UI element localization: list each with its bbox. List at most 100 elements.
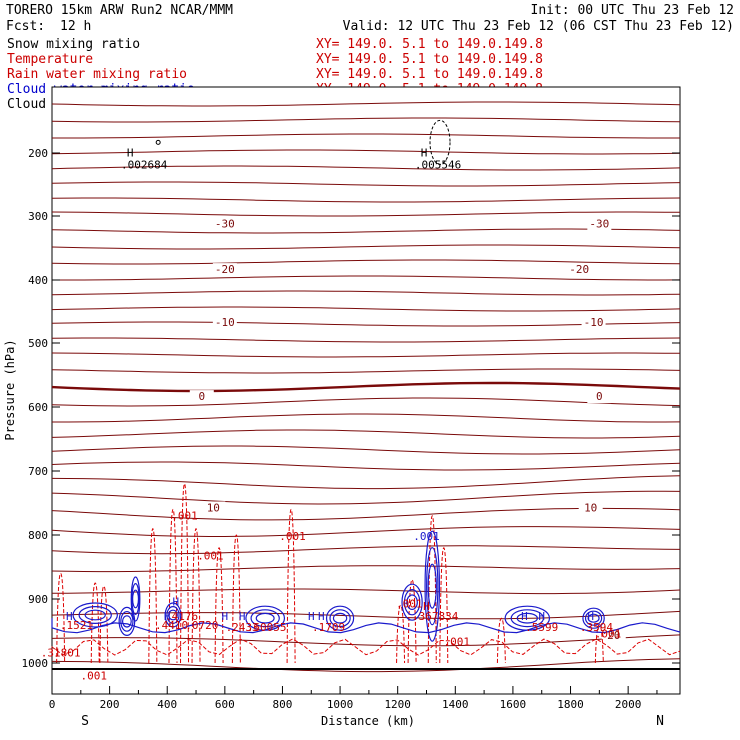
legend-entry-2: Rain water mixing ratio: [7, 67, 187, 82]
cloud-contour-7-1: [510, 609, 545, 628]
cloud-max-8: .2433: [226, 621, 259, 634]
cloud-contour-6-1: [403, 589, 421, 616]
cloud-contour-1-1: [131, 582, 140, 615]
isotherm-line-22: [51, 445, 681, 455]
isotherm-label-0-0: -30: [215, 218, 235, 231]
isotherm-label-bg-2-1: [581, 316, 606, 330]
rain-spike-1: [90, 582, 100, 664]
cloud-max-15: H: [521, 610, 528, 623]
isotherm-line-0: [51, 101, 681, 107]
x-tick-label-10: 2000: [615, 698, 642, 711]
x-tick-label-5: 1000: [327, 698, 354, 711]
isotherm-line-13: [51, 306, 681, 312]
rain-spike-10: [396, 604, 406, 664]
isotherm-label-bg-3-0: [189, 390, 214, 404]
cloud-contour-0-1: [120, 611, 134, 632]
x-tick-label-3: 600: [215, 698, 235, 711]
rain-spike-12: [427, 515, 437, 664]
snow-max-marker-1: H: [421, 146, 428, 159]
rain-spike-0: [56, 572, 66, 664]
y-tick-label-8: 1000: [22, 657, 49, 670]
x-tick-label-0: 0: [49, 698, 56, 711]
cloud-contour-9-2: [84, 609, 106, 621]
isotherm-line-10: [51, 259, 681, 265]
isotherm-line-16: [51, 352, 681, 358]
isotherm-label-2-1: -10: [584, 316, 604, 329]
isotherm-line-27: [51, 526, 681, 537]
y-tick-label-5: 700: [28, 465, 48, 478]
cloud-max-13: .1709: [312, 621, 345, 634]
snow-max-marker-0: H: [127, 146, 134, 159]
isotherm-label-bg-3-1: [587, 390, 612, 404]
snow-max-value-0: .002684: [121, 158, 168, 171]
cloud-contour-5-0: [424, 530, 441, 642]
cloud-contour-5-1: [426, 547, 439, 626]
cloud-contour-9-1: [78, 605, 112, 624]
cloud-contour-1-0: [130, 576, 141, 622]
cloud-contour-3-2: [255, 612, 275, 624]
isotherm-line-28: [51, 545, 681, 555]
rain-spike-9: [286, 508, 296, 664]
legend-entry-0: Snow mixing ratio: [7, 37, 140, 52]
isotherm-label-3-0: 0: [198, 390, 205, 403]
cloud-max-5: .4410: [155, 619, 188, 632]
cloud-contour-0-2: [121, 615, 132, 628]
snow-max-value-1: .005546: [415, 158, 461, 171]
rain-label-5: .001: [595, 627, 622, 640]
rain-max-2: .31801: [41, 647, 81, 660]
cloud-contour-7-2: [516, 612, 538, 624]
cloud-contour-2-2: [168, 609, 178, 621]
rain-spike-4: [168, 508, 178, 664]
isotherm-line-19: [51, 397, 681, 407]
isotherm-line-15: [51, 337, 681, 343]
isotherm-label-bg-2-0: [212, 316, 237, 330]
x-axis-title: Distance (km): [321, 714, 415, 728]
isotherm-label-0-1: -30: [589, 218, 609, 231]
rain-surface-contour: [51, 638, 681, 656]
init-time: Init: 00 UTC Thu 23 Feb 12: [531, 3, 735, 18]
y-tick-label-3: 500: [28, 337, 48, 350]
isotherm-line-29: [51, 565, 681, 573]
cloud-contour-0-0: [118, 606, 136, 637]
rain-water-contours: [51, 483, 681, 664]
isotherm-label-1-1: -20: [569, 263, 589, 276]
cloud-max-10: .60055: [247, 621, 287, 634]
cloud-contour-4-2: [332, 612, 348, 624]
isotherm-label-3-1: 0: [596, 390, 603, 403]
isotherm-label-5-0: 20: [607, 629, 620, 642]
rain-spike-13: [439, 547, 449, 664]
cloud-contour-3-1: [250, 609, 280, 628]
rain-spike-5: [180, 483, 190, 664]
isotherm-line-17: [51, 368, 681, 374]
isotherm-label-1-0: -20: [215, 263, 235, 276]
isotherm-label-bg-0-0: [212, 217, 237, 231]
cloud-max-6: .0720: [185, 619, 218, 632]
valid-time: Valid: 12 UTC Thu 23 Feb 12 (06 CST Thu …: [343, 19, 734, 34]
y-axis-title: Pressure (hPa): [3, 339, 17, 440]
rain-label-2: .001: [197, 549, 224, 562]
isotherm-line-8: [51, 228, 681, 234]
rain-label-1: .001: [279, 530, 306, 543]
y-tick-label-6: 800: [28, 529, 48, 542]
x-tick-label-9: 1800: [557, 698, 584, 711]
cloud-contour-6-0: [401, 583, 423, 621]
rain-label-6: .001: [81, 670, 108, 683]
legend-xy-1: XY= 149.0. 5.1 to 149.0.149.8: [316, 52, 543, 67]
rain-spike-8: [231, 534, 241, 664]
rain-spike-15: [594, 624, 604, 664]
cloud-max-17: H: [587, 610, 594, 623]
cloud-max-14: .5599: [525, 621, 558, 634]
cloud-base-contour: [51, 618, 681, 634]
isotherm-label-2-0: -10: [215, 316, 235, 329]
legend-xy-2: XY= 149.0. 5.1 to 149.0.149.8: [316, 67, 543, 82]
x-tick-label-1: 200: [100, 698, 120, 711]
isotherm-line-32: [51, 634, 681, 647]
x-tick-label-6: 1200: [384, 698, 411, 711]
isotherm-label-4-1: 10: [584, 501, 597, 514]
cloud-contour-8-0: [582, 607, 605, 629]
x-tick-label-4: 800: [273, 698, 293, 711]
isotherm-line-30: [51, 588, 681, 595]
isotherm-line-12: [51, 290, 681, 296]
cloud-contour-2-1: [166, 605, 180, 624]
isotherm-line-5: [51, 181, 681, 187]
